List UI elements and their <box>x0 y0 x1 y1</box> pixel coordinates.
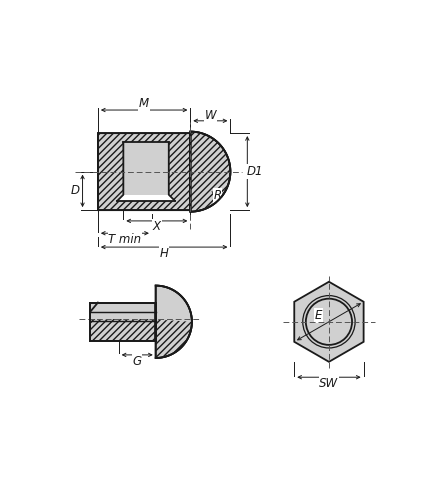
Text: X: X <box>153 220 161 233</box>
Text: M: M <box>139 97 149 111</box>
Polygon shape <box>117 142 175 201</box>
Text: T min: T min <box>108 233 141 246</box>
Text: D1: D1 <box>247 165 263 178</box>
Circle shape <box>306 299 352 345</box>
Bar <box>90 302 156 341</box>
Text: W: W <box>204 109 216 122</box>
Text: G: G <box>133 355 142 368</box>
Text: R: R <box>213 189 221 202</box>
Polygon shape <box>123 142 169 195</box>
Polygon shape <box>294 282 364 362</box>
Polygon shape <box>156 285 192 358</box>
Text: E: E <box>314 309 322 322</box>
Text: H: H <box>160 247 169 260</box>
Polygon shape <box>98 131 230 212</box>
Text: D: D <box>71 185 80 197</box>
Text: SW: SW <box>320 377 338 390</box>
